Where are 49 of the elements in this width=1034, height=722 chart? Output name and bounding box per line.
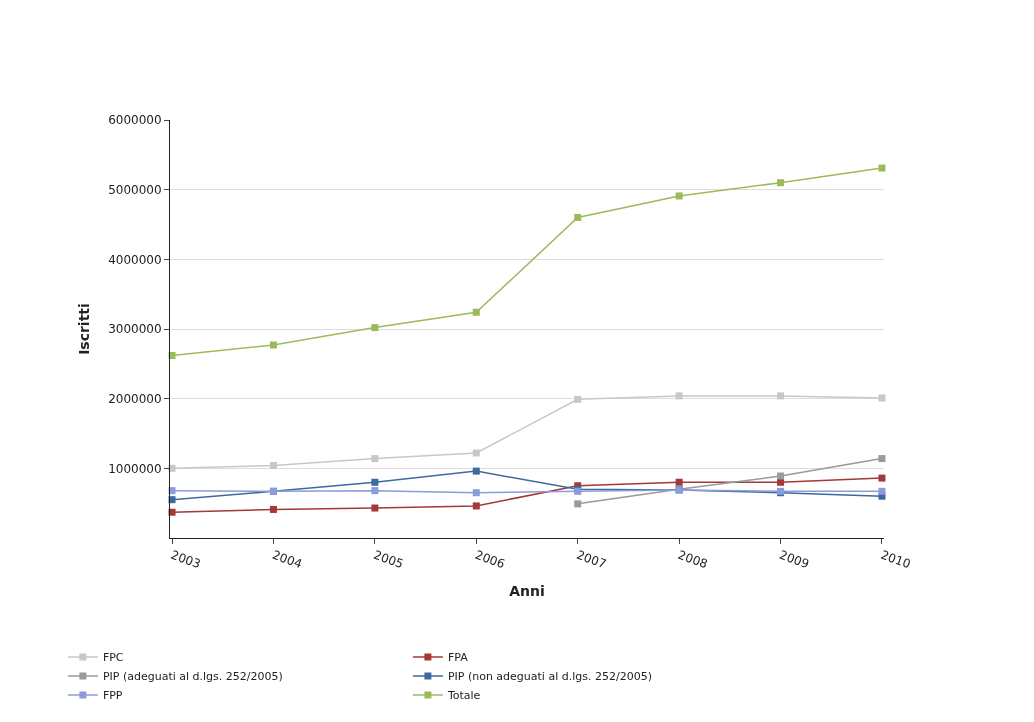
x-tick-label: 2004 [270,547,304,572]
y-tick-label: 3000000 [108,322,162,337]
point [371,324,379,332]
point [269,462,277,470]
point [777,392,785,400]
point [777,472,785,480]
point [371,487,379,495]
point [878,394,886,402]
legend-label: PIP (non adeguati al d.lgs. 252/2005) [447,670,652,684]
point [878,474,886,482]
point [472,502,480,510]
point [675,478,683,486]
point [878,487,886,495]
y-tick-label: 5000000 [108,182,162,197]
legend-label: FPA [447,651,469,665]
point [574,500,582,508]
legend-label: PIP (adeguati al d.lgs. 252/2005) [102,670,283,684]
point [371,478,379,486]
x-tick-label: 2005 [371,547,406,572]
point [675,192,683,200]
legend-label: FPC [102,651,124,665]
point [472,308,480,316]
x-tick-label: 2010 [878,547,913,572]
y-tick-label: 6000000 [108,113,162,128]
y-tick-label: 4000000 [108,252,162,267]
legend-label: Totale [446,689,481,703]
point [269,341,277,349]
point [574,395,582,403]
point [675,392,683,400]
x-axis-title: Anni [509,582,545,599]
x-tick-label: 2006 [473,547,507,572]
point [371,504,379,512]
y-tick-label: 2000000 [108,391,162,406]
point [777,179,785,187]
point [472,467,480,475]
x-tick-label: 2008 [676,547,710,572]
point [878,164,886,172]
point [472,489,480,497]
legend-label: FPP [102,689,123,703]
point [574,214,582,222]
y-axis-title: Iscritti [75,303,92,355]
point [878,455,886,463]
point [269,505,277,513]
y-tick-label: 1000000 [108,461,162,476]
point [472,449,480,457]
x-tick-label: 2003 [168,547,203,572]
point [371,455,379,463]
x-tick-label: 2007 [574,547,609,572]
x-tick-label: 2009 [777,547,811,572]
